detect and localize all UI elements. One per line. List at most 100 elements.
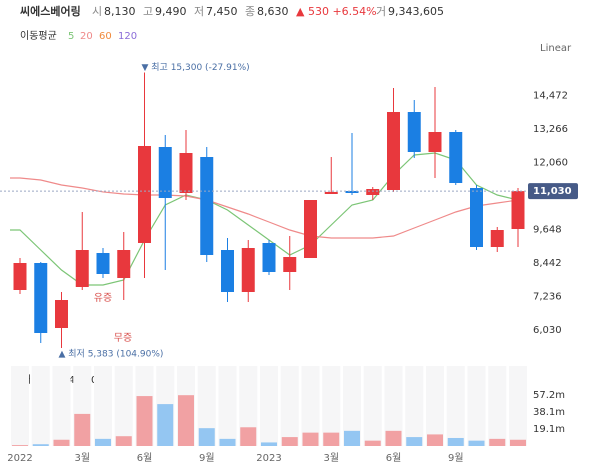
y-tick-label: 14,472 <box>533 91 568 102</box>
candle-body <box>366 189 380 195</box>
y-tick-label: 9,648 <box>533 225 562 236</box>
volume-column <box>405 366 424 446</box>
volume-bar <box>364 440 381 446</box>
volume-bar <box>261 442 277 446</box>
volume-tick-label: 19.1m <box>533 424 565 435</box>
volume-column <box>488 366 507 446</box>
volume-bar <box>95 438 111 446</box>
volume-bar <box>115 436 132 446</box>
volume-bar <box>12 445 28 446</box>
volume-bar <box>427 434 443 446</box>
candle-body <box>221 250 234 292</box>
candle-body <box>75 250 89 287</box>
volume-column <box>31 366 50 446</box>
volume-column <box>114 366 133 446</box>
volume-bar <box>406 437 423 446</box>
volume-column <box>260 366 278 446</box>
x-tick-label: 6월 <box>137 452 153 464</box>
event-label: 무증 <box>114 332 132 344</box>
header-value: 8,130 <box>104 5 136 18</box>
candle-body <box>241 248 255 292</box>
candle-body <box>200 157 214 255</box>
volume-bar <box>219 438 236 446</box>
candle-body <box>179 153 193 193</box>
x-tick-label: 2023 <box>256 453 281 464</box>
volume-column <box>52 366 71 446</box>
volume-bar <box>344 430 360 446</box>
header-label: 시 <box>92 5 102 18</box>
volume-bar <box>74 413 91 446</box>
header-value: 9,490 <box>155 5 187 18</box>
volume-column <box>384 366 403 446</box>
volume-bar <box>136 396 153 446</box>
volume-column <box>239 366 258 446</box>
volume-column <box>301 366 320 446</box>
legend-entry: 20 <box>80 31 93 42</box>
candle-body <box>55 300 68 328</box>
volume-bar <box>468 440 485 446</box>
header-label: 저 <box>194 5 204 18</box>
volume-column <box>322 366 341 446</box>
candle-body <box>490 230 504 247</box>
candle-body <box>34 263 48 333</box>
candle-body <box>428 132 442 152</box>
volume-column <box>218 366 237 446</box>
candle-body <box>96 253 110 274</box>
volume-column <box>11 366 29 446</box>
volume-column <box>426 366 444 446</box>
y-tick-label: 12,060 <box>533 158 568 169</box>
header-change: ▲ 530 +6.54% <box>296 5 377 18</box>
volume-bar <box>240 427 257 446</box>
volume-bar <box>32 444 49 446</box>
event-label: 유증 <box>94 292 112 304</box>
volume-bar <box>53 439 70 446</box>
last-price-label: 11,030 <box>533 186 572 197</box>
volume-bar <box>157 404 174 446</box>
candle-body <box>304 200 317 258</box>
volume-bar <box>281 437 298 446</box>
x-tick-label: 2022 <box>7 453 32 464</box>
high-note: ▼ 최고 15,300 (-27.91%) <box>142 62 250 73</box>
volume-column <box>363 366 382 446</box>
low-note: ▲ 최저 5,383 (104.90%) <box>59 348 164 359</box>
header-label: 거 <box>376 5 386 18</box>
scale-mode[interactable]: Linear <box>540 43 572 54</box>
x-tick-label: 3월 <box>74 452 90 464</box>
volume-column <box>509 366 527 446</box>
x-tick-label: 3월 <box>323 452 339 464</box>
legend-entry: 60 <box>99 31 112 42</box>
volume-column <box>446 366 465 446</box>
x-tick-label: 6월 <box>386 452 402 464</box>
volume-tick-label: 38.1m <box>533 407 565 418</box>
candle-body <box>262 243 276 272</box>
last-price-box <box>528 183 578 200</box>
candle-body <box>117 250 131 278</box>
volume-bar <box>447 437 464 446</box>
volume-bar <box>198 428 215 446</box>
y-tick-label: 6,030 <box>533 325 562 336</box>
volume-column <box>94 366 112 446</box>
header-label: 종 <box>245 5 255 18</box>
x-tick-label: 9월 <box>448 452 464 464</box>
candle-body <box>470 188 483 247</box>
candle-body <box>324 191 338 194</box>
ma-line <box>10 177 519 239</box>
candle-body <box>345 191 359 193</box>
volume-bar <box>323 432 340 446</box>
volume-bar <box>489 438 506 446</box>
header-value: 8,630 <box>257 5 289 18</box>
stock-name: 씨에스베어링 <box>20 4 81 18</box>
candle-body <box>511 191 525 229</box>
volume-bar <box>385 430 402 446</box>
header-value: 7,450 <box>206 5 238 18</box>
header-label: 고 <box>143 5 153 18</box>
y-tick-label: 8,442 <box>533 258 562 269</box>
ma-title: 이동평균 <box>20 30 57 42</box>
candle-body <box>407 112 421 152</box>
candle-body <box>13 263 27 290</box>
candle-body <box>158 147 172 198</box>
volume-column <box>467 366 486 446</box>
y-tick-label: 13,266 <box>533 124 568 135</box>
volume-bar <box>510 439 526 446</box>
